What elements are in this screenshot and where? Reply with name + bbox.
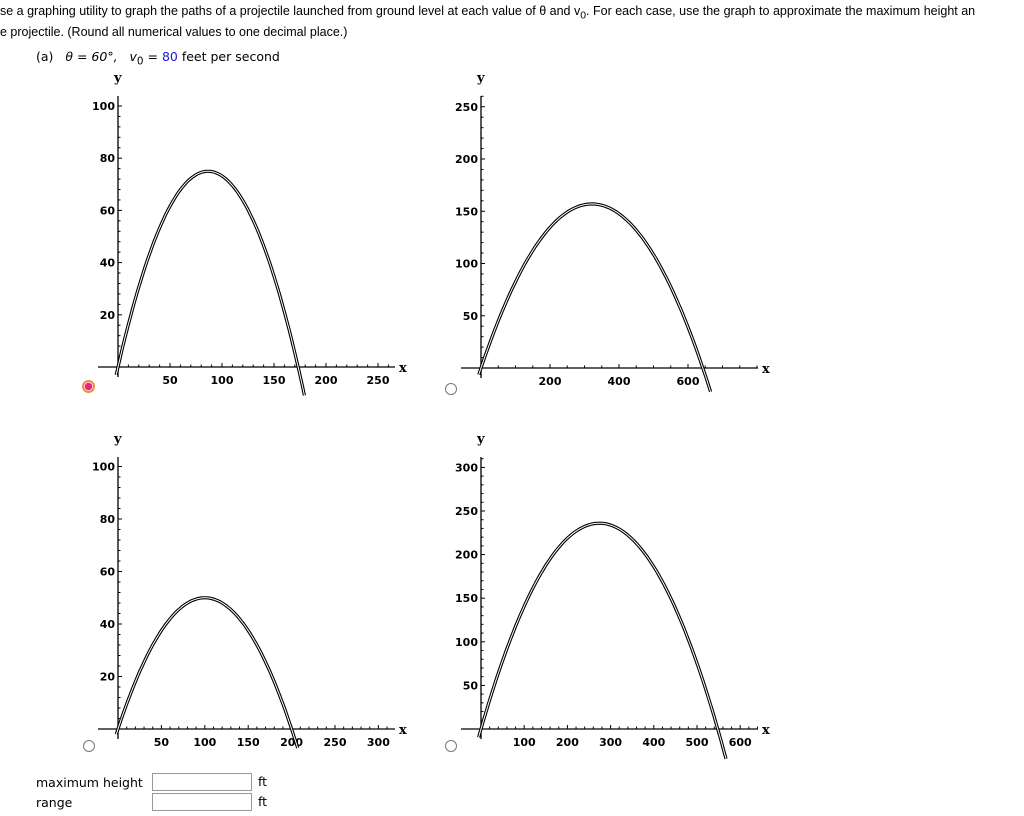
x-tick-label: 300: [367, 736, 390, 749]
y-tick-label: 60: [100, 204, 116, 217]
trajectory-curve: [478, 203, 712, 392]
max-height-label: maximum height: [36, 775, 143, 790]
x-tick-label: 50: [154, 736, 170, 749]
x-axis-label: x: [762, 723, 770, 738]
x-tick-label: 200: [539, 375, 562, 388]
x-tick-label: 200: [315, 374, 338, 387]
x-tick-label: 600: [729, 736, 752, 749]
x-tick-label: 250: [367, 374, 390, 387]
y-tick-label: 100: [455, 258, 478, 271]
question-line-1: se a graphing utility to graph the paths…: [0, 4, 976, 22]
x-tick-label: 100: [193, 736, 216, 749]
x-tick-label: 250: [324, 736, 347, 749]
y-tick-label: 200: [455, 549, 478, 562]
x-tick-label: 200: [280, 736, 303, 749]
x-tick-label: 600: [677, 375, 700, 388]
y-tick-label: 250: [455, 101, 478, 114]
x-tick-label: 50: [162, 374, 178, 387]
trajectory-curve: [115, 170, 305, 396]
max-height-input[interactable]: [152, 773, 252, 791]
x-tick-label: 150: [237, 736, 260, 749]
y-tick-label: 40: [100, 257, 116, 270]
y-axis-label: y: [113, 432, 122, 447]
y-axis-label: y: [476, 432, 485, 447]
graph-4: 100 200 300 400 500 600 50 100 150 200 250 300 x y: [455, 432, 770, 760]
graph-3: 50 100 150 200 250 300 20 40 60 80 100 x y: [92, 432, 407, 749]
x-axis-label: x: [399, 723, 407, 738]
y-tick-label: 200: [455, 153, 478, 166]
y-tick-label: 50: [463, 310, 479, 323]
y-tick-label: 100: [455, 636, 478, 649]
range-label: range: [36, 795, 73, 810]
question-line-2: e projectile. (Round all numerical value…: [0, 25, 348, 39]
y-axis-label: y: [113, 71, 122, 86]
y-tick-label: 250: [455, 505, 478, 518]
y-tick-label: 100: [92, 100, 115, 113]
graph-2: 200 400 600 50 100 150 200 250 x y: [455, 71, 770, 393]
trajectory-curve: [478, 522, 727, 759]
y-tick-label: 80: [100, 152, 116, 165]
x-axis-label: x: [762, 362, 770, 377]
x-axis-label: x: [399, 361, 407, 376]
x-tick-label: 150: [263, 374, 286, 387]
y-tick-label: 150: [455, 205, 478, 218]
x-tick-label: 100: [513, 736, 536, 749]
option-radio-2[interactable]: [445, 383, 457, 395]
y-tick-label: 50: [463, 679, 479, 692]
x-tick-label: 400: [608, 375, 631, 388]
y-tick-label: 80: [100, 513, 116, 526]
option-radio-3[interactable]: [83, 740, 95, 752]
x-tick-label: 300: [599, 736, 622, 749]
x-tick-label: 500: [686, 736, 709, 749]
y-axis-label: y: [476, 71, 485, 86]
y-tick-label: 20: [100, 309, 116, 322]
range-unit: ft: [258, 794, 268, 809]
option-radio-4[interactable]: [445, 740, 457, 752]
x-tick-label: 200: [556, 736, 579, 749]
graph-1: 50 100 150 200 250 20 40 60 80 100 x y: [92, 71, 407, 396]
y-tick-label: 60: [100, 566, 116, 579]
y-tick-label: 40: [100, 618, 116, 631]
y-tick-label: 20: [100, 671, 116, 684]
y-tick-label: 100: [92, 461, 115, 474]
x-tick-label: 400: [642, 736, 665, 749]
part-a-header: (a) θ = 60°, v0 = 80 feet per second: [36, 49, 280, 68]
option-radio-1[interactable]: [82, 380, 95, 393]
x-tick-label: 100: [211, 374, 234, 387]
trajectory-curve: [115, 597, 299, 749]
y-tick-label: 300: [455, 461, 478, 474]
y-tick-label: 150: [455, 592, 478, 605]
max-height-unit: ft: [258, 774, 268, 789]
range-input[interactable]: [152, 793, 252, 811]
